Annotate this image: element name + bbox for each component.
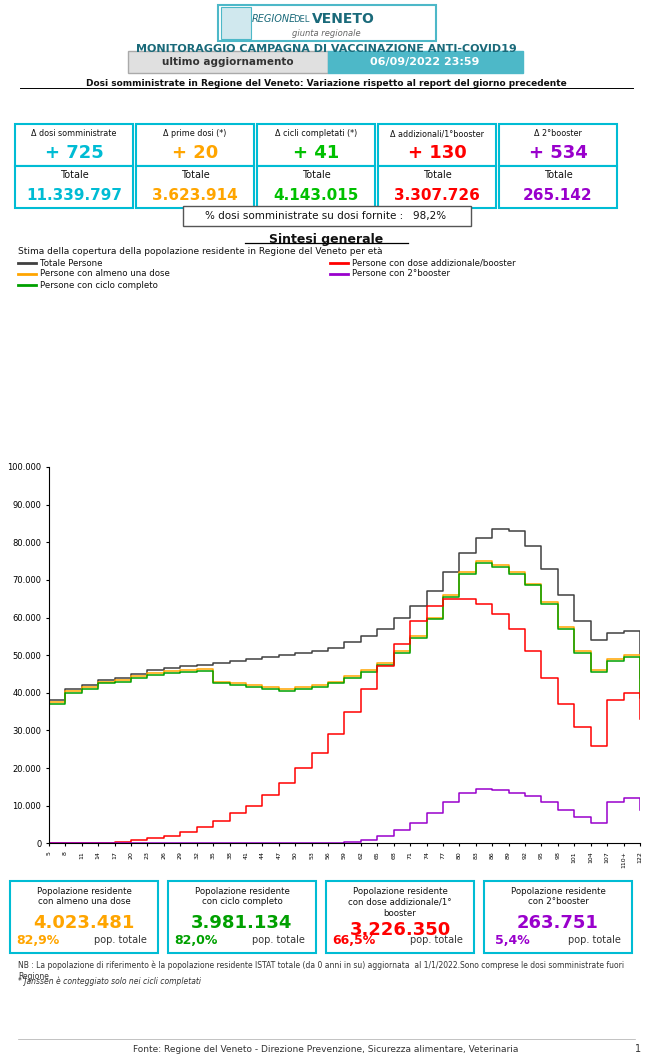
Text: + 130: + 130: [407, 144, 466, 162]
Text: Persone con 2°booster: Persone con 2°booster: [352, 269, 450, 278]
Text: Sintesi generale: Sintesi generale: [269, 232, 383, 245]
Text: Persone con dose addizionale/booster: Persone con dose addizionale/booster: [352, 259, 516, 267]
Text: 4.023.481: 4.023.481: [33, 914, 135, 932]
FancyBboxPatch shape: [484, 881, 632, 953]
Text: Totale: Totale: [59, 170, 88, 180]
Text: 4.143.015: 4.143.015: [274, 189, 358, 204]
Text: 3.226.350: 3.226.350: [349, 921, 451, 939]
Text: Fonte: Regione del Veneto - Direzione Prevenzione, Sicurezza alimentare, Veterin: Fonte: Regione del Veneto - Direzione Pr…: [133, 1044, 518, 1054]
Text: 263.751: 263.751: [517, 914, 599, 932]
Text: con 2°booster: con 2°booster: [528, 898, 588, 906]
FancyBboxPatch shape: [378, 124, 496, 166]
Text: Δ cicli completati (*): Δ cicli completati (*): [275, 129, 357, 139]
FancyBboxPatch shape: [15, 166, 133, 208]
Text: pop. totale: pop. totale: [251, 935, 304, 945]
Text: pop. totale: pop. totale: [567, 935, 620, 945]
FancyBboxPatch shape: [218, 5, 436, 41]
Text: + 20: + 20: [172, 144, 218, 162]
FancyBboxPatch shape: [15, 124, 133, 166]
Text: Totale: Totale: [181, 170, 210, 180]
Text: Stima della copertura della popolazione residente in Regione del Veneto per età: Stima della copertura della popolazione …: [18, 246, 383, 256]
Text: 66,5%: 66,5%: [332, 934, 375, 946]
Text: giunta regionale: giunta regionale: [292, 29, 360, 37]
FancyBboxPatch shape: [378, 166, 496, 208]
Text: REGIONE: REGIONE: [252, 14, 296, 24]
Text: Totale: Totale: [422, 170, 451, 180]
Text: Popolazione residente: Popolazione residente: [37, 887, 131, 895]
Text: * Janssen è conteggiato solo nei cicli completati: * Janssen è conteggiato solo nei cicli c…: [18, 977, 201, 987]
Text: Persone con ciclo completo: Persone con ciclo completo: [40, 280, 158, 290]
FancyBboxPatch shape: [168, 881, 316, 953]
Text: 82,9%: 82,9%: [16, 934, 59, 946]
FancyBboxPatch shape: [499, 166, 617, 208]
Text: Totale Persone: Totale Persone: [40, 259, 103, 267]
FancyBboxPatch shape: [257, 166, 375, 208]
FancyBboxPatch shape: [183, 206, 471, 226]
Text: 06/09/2022 23:59: 06/09/2022 23:59: [370, 57, 480, 67]
Text: 3.981.134: 3.981.134: [191, 914, 293, 932]
Text: + 725: + 725: [44, 144, 103, 162]
FancyBboxPatch shape: [136, 124, 254, 166]
Text: Popolazione residente: Popolazione residente: [195, 887, 289, 895]
FancyBboxPatch shape: [128, 51, 328, 73]
Text: ultimo aggiornamento: ultimo aggiornamento: [162, 57, 294, 67]
FancyBboxPatch shape: [221, 7, 251, 39]
Text: 265.142: 265.142: [523, 189, 593, 204]
FancyBboxPatch shape: [326, 881, 474, 953]
Text: con dose addizionale/1°: con dose addizionale/1°: [348, 898, 452, 906]
FancyBboxPatch shape: [328, 51, 523, 73]
Text: pop. totale: pop. totale: [93, 935, 146, 945]
Text: Δ 2°booster: Δ 2°booster: [534, 129, 582, 139]
Text: booster: booster: [383, 908, 417, 918]
Text: Popolazione residente: Popolazione residente: [353, 887, 447, 895]
Text: Totale: Totale: [544, 170, 573, 180]
Text: 82,0%: 82,0%: [174, 934, 217, 946]
Text: Persone con almeno una dose: Persone con almeno una dose: [40, 269, 170, 278]
Text: MONITORAGGIO CAMPAGNA DI VACCINAZIONE ANTI-COVID19: MONITORAGGIO CAMPAGNA DI VACCINAZIONE AN…: [136, 44, 517, 54]
Text: VENETO: VENETO: [312, 12, 375, 27]
Text: Popolazione residente: Popolazione residente: [511, 887, 605, 895]
Text: 3.623.914: 3.623.914: [152, 189, 238, 204]
Text: 11.339.797: 11.339.797: [26, 189, 122, 204]
Text: Totale: Totale: [302, 170, 330, 180]
Text: + 41: + 41: [293, 144, 339, 162]
Text: 5,4%: 5,4%: [494, 934, 530, 946]
Text: pop. totale: pop. totale: [409, 935, 462, 945]
Text: con ciclo completo: con ciclo completo: [202, 898, 282, 906]
Text: DEL: DEL: [293, 15, 310, 23]
Text: Δ dosi somministrate: Δ dosi somministrate: [31, 129, 117, 139]
Text: Δ addizionali/1°booster: Δ addizionali/1°booster: [390, 129, 484, 139]
Text: con almeno una dose: con almeno una dose: [38, 898, 131, 906]
Text: 3.307.726: 3.307.726: [394, 189, 480, 204]
FancyBboxPatch shape: [257, 124, 375, 166]
Text: Δ prime dosi (*): Δ prime dosi (*): [163, 129, 227, 139]
Text: + 534: + 534: [529, 144, 588, 162]
Text: NB : La popolazione di riferimento è la popolazione residente ISTAT totale (da 0: NB : La popolazione di riferimento è la …: [18, 961, 624, 981]
Text: % dosi somministrate su dosi fornite :   98,2%: % dosi somministrate su dosi fornite : 9…: [206, 211, 447, 221]
FancyBboxPatch shape: [10, 881, 158, 953]
Text: Dosi somministrate in Regione del Veneto: Variazione rispetto al report del gior: Dosi somministrate in Regione del Veneto…: [86, 80, 566, 88]
FancyBboxPatch shape: [499, 124, 617, 166]
Text: 1: 1: [635, 1044, 641, 1054]
FancyBboxPatch shape: [136, 166, 254, 208]
